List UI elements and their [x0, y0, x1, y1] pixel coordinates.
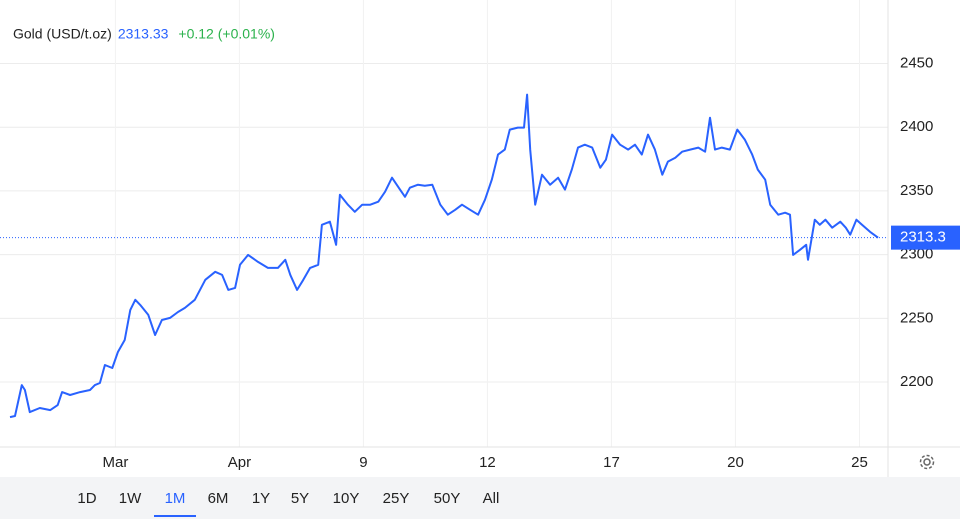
x-tick-label: Mar [102, 454, 128, 471]
gear-center [923, 458, 931, 466]
range-button[interactable]: 1M [165, 490, 186, 507]
range-button[interactable]: 50Y [434, 490, 461, 507]
x-tick-label: 17 [603, 454, 620, 471]
gear-teeth [919, 454, 935, 470]
y-tick-label: 2400 [900, 118, 933, 135]
price: 2313.33 [118, 26, 169, 42]
y-tick-label: 2450 [900, 54, 933, 71]
range-button[interactable]: All [483, 490, 500, 507]
range-button[interactable]: 1Y [252, 490, 270, 507]
x-tick-label: 20 [727, 454, 744, 471]
x-tick-label: 9 [359, 454, 367, 471]
last-price-label: 2313.3 [900, 229, 946, 246]
x-tick-label: 12 [479, 454, 496, 471]
y-tick-label: 2350 [900, 182, 933, 199]
price-change: +0.12 (+0.01%) [178, 26, 275, 42]
y-tick-label: 2250 [900, 309, 933, 326]
range-button[interactable]: 1W [119, 490, 142, 507]
y-tick-label: 2300 [900, 246, 933, 263]
y-tick-label: 2200 [900, 373, 933, 390]
price-line [9, 93, 879, 419]
range-button[interactable]: 1D [77, 490, 96, 507]
range-bar [0, 477, 960, 519]
instrument-name: Gold (USD/t.oz) [13, 26, 112, 42]
range-button[interactable]: 10Y [333, 490, 360, 507]
range-button[interactable]: 25Y [383, 490, 410, 507]
x-tick-label: Apr [228, 454, 251, 471]
last-price-box [891, 225, 960, 250]
range-button[interactable]: 6M [208, 490, 229, 507]
range-button[interactable]: 5Y [291, 490, 309, 507]
x-tick-label: 25 [851, 454, 868, 471]
settings-icon[interactable] [919, 454, 935, 470]
